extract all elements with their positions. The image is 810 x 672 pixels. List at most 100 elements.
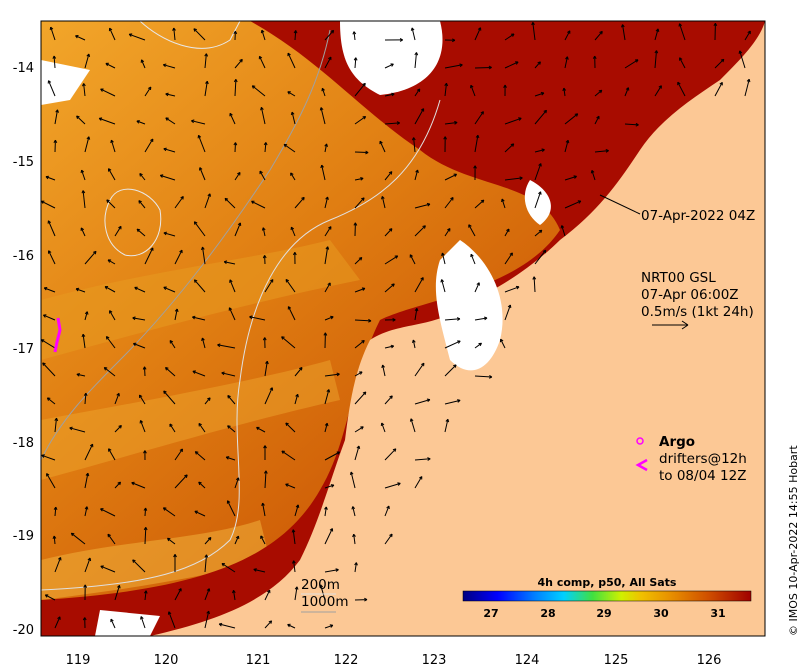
current-arrowhead (49, 27, 52, 31)
current-arrow (287, 624, 296, 629)
current-arrow (108, 168, 116, 181)
current-arrow (47, 220, 56, 237)
current-arrow (221, 372, 236, 377)
current-arrow (504, 177, 523, 181)
current-arrowhead (128, 33, 132, 37)
current-arrow (287, 91, 296, 97)
current-arrow (41, 454, 56, 461)
current-arrow (160, 174, 176, 181)
sst-time-leader (599, 194, 641, 215)
current-arrow (256, 426, 266, 433)
current-arrowhead (319, 107, 322, 111)
colorbar-tick: 30 (653, 607, 669, 620)
current-arrowhead (416, 88, 420, 91)
current-scale-label: 0.5m/s (1kt 24h) (641, 304, 754, 320)
current-arrow (324, 528, 333, 545)
current-arrow (140, 616, 146, 629)
current-arrow (324, 196, 329, 209)
current-arrowhead (713, 22, 716, 27)
current-arrowhead (184, 474, 188, 477)
argo-label: Argo (659, 434, 695, 450)
current-arrowhead (142, 366, 145, 370)
warm-band (41, 360, 340, 480)
current-arrow (504, 252, 513, 265)
current-arrowhead (476, 282, 480, 285)
current-arrowhead (324, 422, 328, 426)
current-arrowhead (440, 279, 443, 283)
current-arrow (249, 316, 266, 321)
current-arrow (234, 142, 236, 153)
current-arrowhead (443, 136, 446, 140)
y-tick-label: -18 (13, 436, 34, 451)
current-arrow (44, 287, 56, 293)
current-arrowhead (162, 507, 166, 511)
current-arrowhead (420, 277, 424, 280)
argo-marker-icon (636, 437, 644, 445)
current-arrow (414, 203, 431, 209)
current-arrowhead (285, 422, 288, 426)
current-arrowhead (223, 261, 227, 264)
current-arrow (444, 340, 461, 349)
current-arrow (264, 589, 271, 601)
current-arrow (412, 339, 416, 349)
current-arrow (384, 533, 393, 545)
current-arrowhead (598, 89, 602, 92)
current-arrow (444, 64, 463, 69)
current-arrow (654, 85, 662, 97)
current-arrow (219, 623, 236, 629)
current-arrow (384, 122, 400, 125)
current-arrow (234, 79, 237, 97)
current-arrow (281, 336, 296, 349)
current-arrowhead (293, 30, 297, 34)
y-tick-label: -14 (13, 61, 34, 76)
no-data-patch (95, 610, 160, 636)
current-arrowhead (354, 562, 357, 566)
current-arrowhead (421, 362, 425, 366)
current-arrow (80, 227, 86, 237)
current-arrow (504, 33, 515, 41)
current-arrowhead (227, 425, 230, 429)
current-arrow (384, 505, 390, 517)
current-arrow (294, 30, 297, 41)
current-arrow (290, 226, 296, 237)
current-arrowhead (85, 472, 89, 476)
current-arrow (53, 55, 56, 69)
current-product-label: NRT00 GSL (641, 270, 716, 286)
current-arrowhead (83, 392, 87, 396)
current-arrowhead (140, 616, 142, 620)
current-arrow (221, 563, 236, 573)
current-arrow (414, 169, 419, 181)
current-arrowhead (263, 142, 267, 146)
current-arrow (533, 276, 536, 293)
current-arrowhead (389, 395, 393, 398)
current-arrow (110, 618, 116, 629)
current-arrowhead (179, 249, 183, 253)
current-arrowhead (80, 170, 83, 174)
current-arrow (144, 86, 152, 97)
current-arrowhead (143, 507, 147, 511)
current-arrow (324, 246, 329, 265)
current-arrowhead (444, 82, 447, 86)
current-arrowhead (178, 588, 182, 591)
current-arrowhead (218, 623, 222, 627)
current-arrowhead (320, 164, 323, 169)
current-arrow (292, 529, 296, 545)
current-arrowhead (253, 569, 257, 572)
current-arrowhead (330, 484, 334, 486)
current-arrowhead (294, 586, 298, 590)
current-arrow (50, 26, 56, 41)
current-arrowhead (292, 252, 296, 256)
current-arrowhead (321, 88, 323, 92)
current-arrowhead (41, 200, 44, 204)
current-arrow (384, 171, 393, 181)
current-arrow (204, 397, 211, 405)
current-arrowhead (590, 170, 593, 174)
current-arrow (198, 135, 206, 153)
current-arrowhead (390, 344, 394, 347)
current-arrowhead (86, 136, 90, 140)
current-arrowhead (388, 171, 392, 174)
current-arrow (294, 367, 303, 377)
current-arrowhead (596, 115, 600, 119)
current-arrow (100, 88, 116, 97)
current-arrowhead (361, 287, 365, 289)
